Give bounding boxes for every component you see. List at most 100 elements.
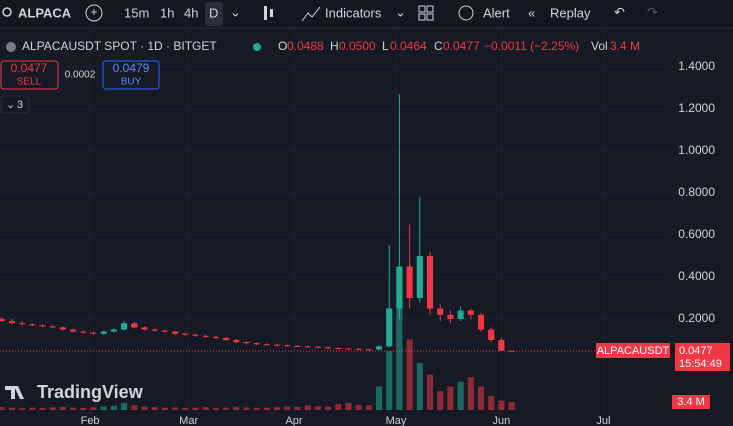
y-tick-label: 1.2000 [678, 101, 715, 115]
volume-bar [121, 402, 128, 410]
legend-key: O [278, 39, 287, 53]
buy-button[interactable] [102, 60, 160, 90]
volume-bar [304, 405, 311, 410]
price-badge [675, 343, 730, 372]
volume-badge [672, 395, 710, 409]
replay[interactable]: Replay [550, 5, 591, 20]
redo[interactable]: ↷ [647, 4, 658, 19]
volume-bar [437, 391, 444, 410]
sell-button[interactable] [0, 60, 59, 90]
legend-ohlc: O 0.0488 H 0.0500 L 0.0464 C 0.0477 −0.0… [278, 39, 640, 53]
candle-body [314, 346, 321, 348]
y-tick-label: 1.0000 [678, 143, 715, 157]
legend-value: 0.0464 [390, 39, 427, 53]
candle-body [304, 346, 311, 348]
indicators-icon [301, 6, 321, 22]
candle-body [182, 333, 189, 335]
watermark: TradingView [37, 382, 144, 402]
add-icon: + [90, 5, 97, 19]
candle-body [8, 321, 15, 324]
candle-body [141, 327, 148, 330]
search-icon[interactable] [2, 7, 12, 17]
candle-body [284, 345, 291, 347]
alert-icon [458, 5, 474, 21]
volume-bar [151, 407, 158, 410]
interval[interactable]: 4h [184, 5, 198, 20]
sell-label: SELL [17, 77, 42, 88]
undo[interactable]: ↶ [614, 4, 625, 19]
volume-bar [467, 377, 474, 410]
candle-body [29, 324, 36, 326]
interval[interactable]: 15m [124, 5, 149, 20]
buy-label: BUY [121, 77, 142, 88]
y-tick-label: 0.6000 [678, 227, 715, 241]
candle-body [161, 330, 168, 332]
x-tick-label: May [386, 415, 407, 426]
candle-body [19, 323, 26, 325]
volume-bar [406, 339, 413, 410]
volume-bar [131, 405, 138, 410]
symbol-badge [596, 343, 670, 359]
interval-menu[interactable]: ⌄ [230, 4, 241, 19]
collapse-icon: ⌄ [6, 99, 15, 111]
candle-body [110, 329, 117, 332]
volume-bar [182, 407, 189, 410]
candle-body [263, 344, 270, 346]
volume-bar [355, 404, 362, 410]
legend-value: 0.0488 [287, 39, 324, 53]
layout-icon[interactable] [418, 5, 434, 21]
volume-bar [80, 407, 87, 410]
candle-body [0, 319, 5, 322]
volume-bar [508, 402, 515, 410]
volume-bar [110, 405, 117, 410]
toolbar [0, 0, 733, 28]
candle-body [243, 342, 250, 344]
alert[interactable]: Alert [483, 5, 510, 20]
volume-bar [59, 406, 66, 410]
market-status [253, 43, 261, 51]
candle-body [131, 323, 138, 328]
candle-body [212, 336, 219, 338]
legend-title: ALPACAUSDT SPOT · 1D · BITGET [22, 39, 217, 53]
volume-bar [192, 407, 199, 410]
interval[interactable]: D [209, 5, 218, 20]
collapse-button[interactable] [0, 95, 30, 114]
x-tick-label: Jul [596, 415, 610, 426]
candle-body [355, 348, 362, 350]
volume-bar [457, 381, 464, 410]
x-tick-label: Feb [81, 415, 100, 426]
volume-bar [426, 374, 434, 410]
candle-body [253, 343, 260, 345]
volume-bar [49, 407, 56, 410]
volume-bar [488, 395, 495, 410]
interval[interactable]: 1h [160, 5, 174, 20]
volume-bar [375, 386, 383, 410]
indicators[interactable]: Indicators [325, 5, 382, 20]
candle-body [426, 256, 434, 309]
volume-bar [100, 406, 107, 410]
volume-bar [222, 407, 230, 410]
volume-bar [161, 407, 168, 410]
volume-bar [447, 386, 454, 410]
volume-bar [335, 404, 342, 410]
symbol-badge-text: ALPACAUSDT [597, 345, 670, 357]
candle-body [90, 332, 97, 334]
sell-price: 0.0477 [11, 61, 48, 75]
volume-bar [324, 406, 332, 410]
interval-active [205, 2, 223, 26]
plot: 0.2000 0.4000 0.6000 0.8000 1.0000 1.2000 1.40… [0, 30, 715, 426]
legend-key: H [330, 39, 339, 53]
volume-bar [202, 407, 209, 410]
add-symbol[interactable] [85, 4, 103, 22]
spread: 0.0002 [65, 70, 96, 81]
watermark-logo [5, 386, 24, 399]
candle-body [59, 327, 66, 330]
symbol[interactable]: ALPACAUSDT [18, 5, 107, 20]
indicators-menu[interactable]: ⌄ [395, 4, 406, 19]
volume-bar [294, 406, 301, 410]
chart-type-icon[interactable] [264, 6, 267, 20]
volume-bar [233, 406, 240, 410]
candle-body [467, 310, 474, 315]
x-tick-label: Jun [493, 415, 511, 426]
volume-bar [416, 362, 423, 410]
